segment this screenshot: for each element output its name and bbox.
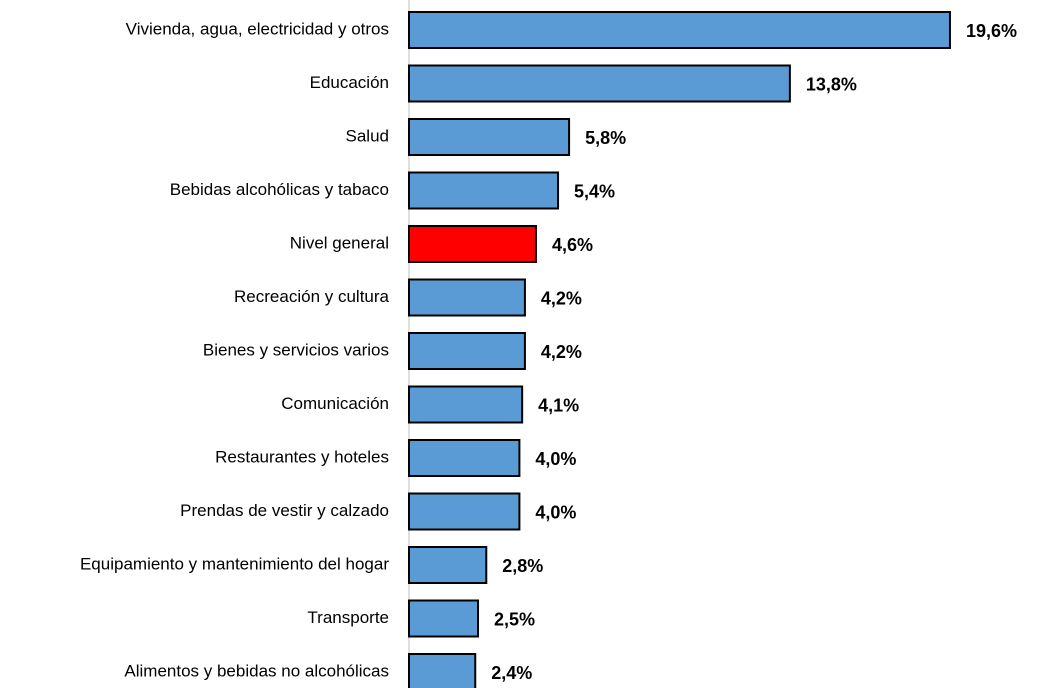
bar bbox=[408, 599, 479, 638]
data-label: 13,8% bbox=[806, 74, 857, 94]
bar bbox=[408, 492, 521, 531]
bar bbox=[408, 278, 526, 317]
data-label: 5,4% bbox=[574, 181, 615, 201]
data-label: 4,2% bbox=[541, 288, 582, 308]
bar bbox=[408, 11, 951, 49]
bar bbox=[408, 332, 526, 370]
category-label: Transporte bbox=[307, 608, 389, 627]
data-label: 19,6% bbox=[966, 21, 1017, 41]
data-label: 4,0% bbox=[535, 449, 576, 469]
bar bbox=[408, 439, 521, 477]
bar bbox=[408, 64, 791, 103]
bar bbox=[408, 225, 537, 263]
data-label: 2,5% bbox=[494, 609, 535, 629]
data-label: 4,0% bbox=[535, 502, 576, 522]
data-label: 2,4% bbox=[491, 663, 532, 683]
data-label: 5,8% bbox=[585, 128, 626, 148]
category-label: Vivienda, agua, electricidad y otros bbox=[126, 19, 389, 38]
bar bbox=[408, 653, 477, 688]
bar bbox=[408, 385, 524, 424]
category-label: Nivel general bbox=[290, 233, 389, 252]
data-label: 2,8% bbox=[502, 556, 543, 576]
data-label: 4,1% bbox=[538, 395, 579, 415]
category-label: Alimentos y bebidas no alcohólicas bbox=[124, 661, 389, 680]
bar bbox=[408, 171, 560, 210]
data-label: 4,6% bbox=[552, 235, 593, 255]
category-label: Salud bbox=[346, 126, 389, 145]
category-label: Prendas de vestir y calzado bbox=[180, 501, 389, 520]
category-label: Educación bbox=[310, 73, 389, 92]
bar bbox=[408, 118, 571, 156]
category-label: Bienes y servicios varios bbox=[203, 340, 389, 359]
data-label: 4,2% bbox=[541, 342, 582, 362]
category-label: Restaurantes y hoteles bbox=[215, 447, 389, 466]
category-label: Recreación y cultura bbox=[234, 287, 390, 306]
category-label: Bebidas alcohólicas y tabaco bbox=[170, 180, 389, 199]
category-label: Comunicación bbox=[281, 394, 389, 413]
bar bbox=[408, 546, 488, 584]
category-label: Equipamiento y mantenimiento del hogar bbox=[80, 554, 389, 573]
